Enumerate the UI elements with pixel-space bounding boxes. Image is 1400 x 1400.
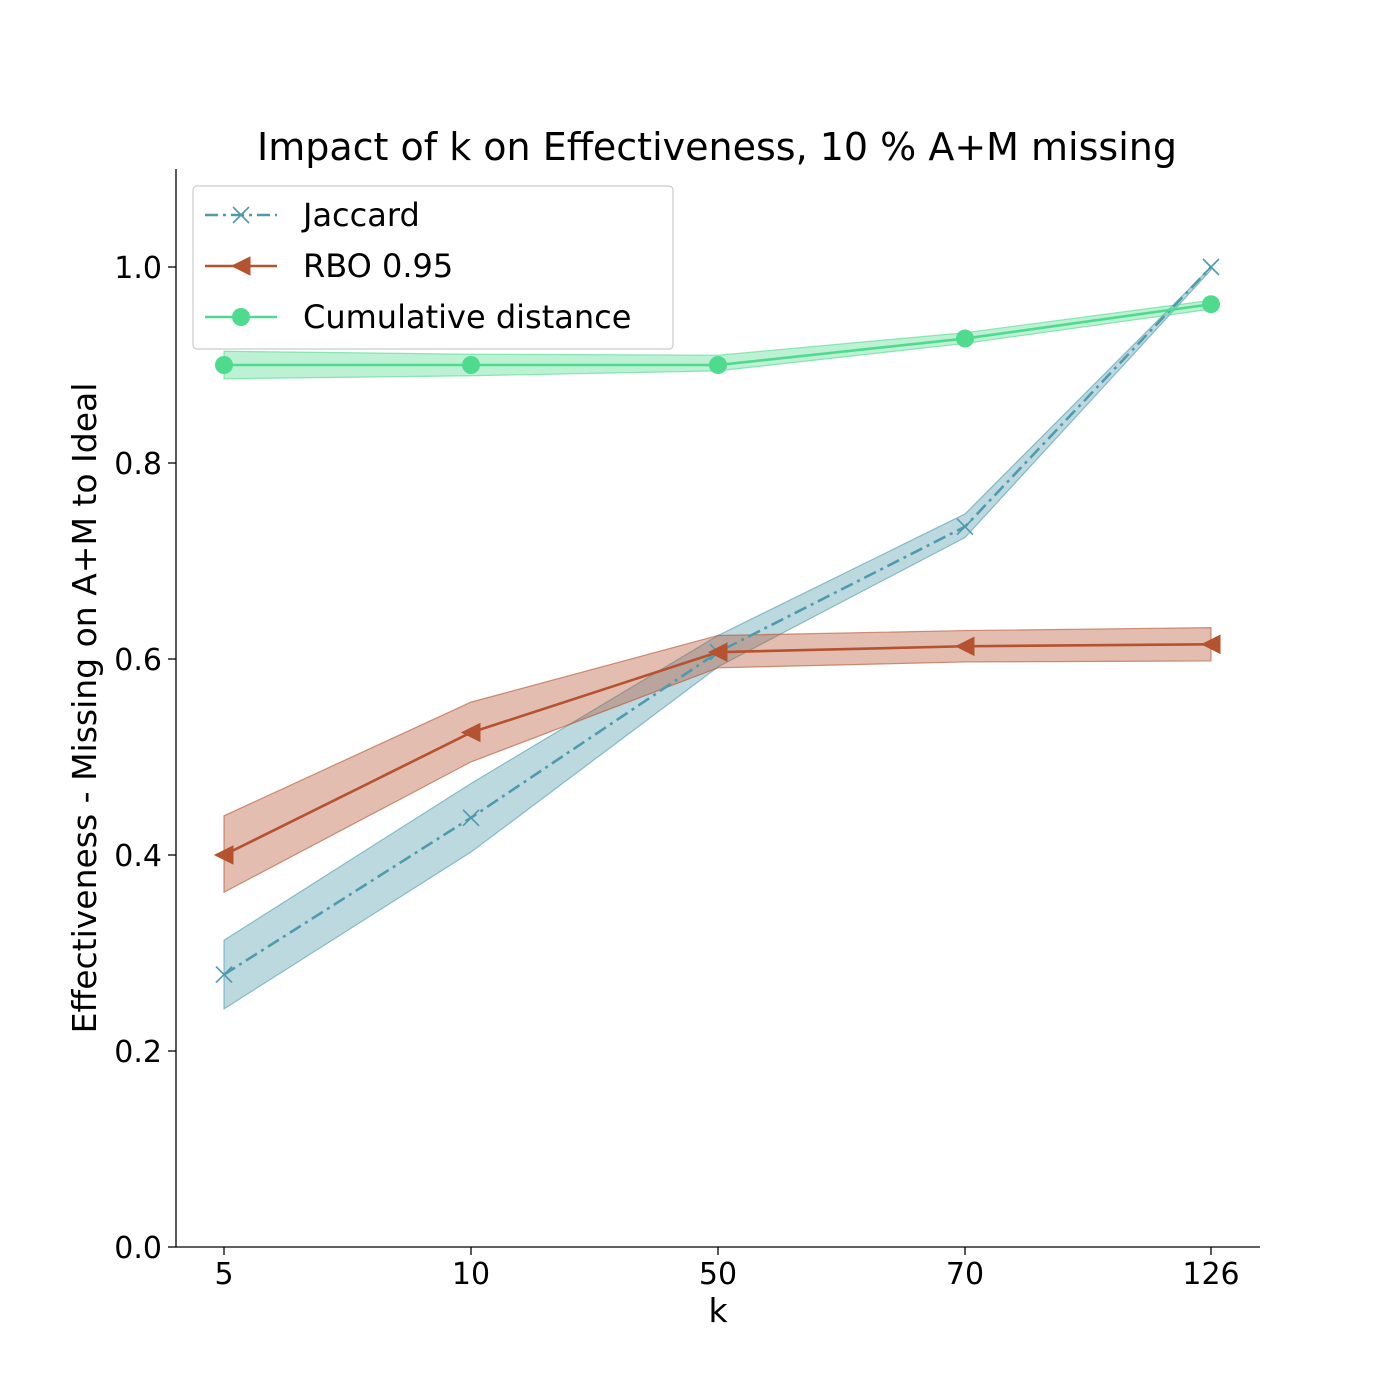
cumulative-distance-point bbox=[215, 356, 233, 374]
legend-marker-cumulative-distance bbox=[232, 308, 250, 326]
y-tick-label: 0.0 bbox=[114, 1231, 162, 1266]
y-ticks: 0.0 0.2 0.4 0.6 0.8 1.0 bbox=[114, 251, 176, 1266]
cumulative-distance-point bbox=[709, 356, 727, 374]
jaccard-point bbox=[215, 965, 233, 984]
legend-marker-rbo-0-95 bbox=[230, 256, 251, 276]
rbo-0-95-point bbox=[460, 722, 481, 743]
cumulative-distance-point bbox=[462, 356, 480, 374]
y-tick-label: 0.4 bbox=[114, 839, 162, 874]
y-tick-label: 0.8 bbox=[114, 447, 162, 482]
legend-label-jaccard: Jaccard bbox=[301, 196, 420, 234]
cumulative-distance-point bbox=[956, 329, 974, 348]
cumulative-distance-point bbox=[1202, 295, 1220, 314]
x-ticks: 5 10 50 70 126 bbox=[214, 1247, 1240, 1292]
rbo-0-95-point bbox=[954, 636, 975, 657]
jaccard-point bbox=[462, 809, 480, 827]
x-axis-label: k bbox=[708, 1291, 728, 1330]
rbo-0-95-band bbox=[223, 627, 1212, 894]
x-tick-label: 50 bbox=[699, 1257, 737, 1292]
jaccard-point bbox=[956, 518, 974, 536]
y-tick-label: 1.0 bbox=[114, 251, 162, 286]
legend: Jaccard RBO 0.95 Cumulative distance bbox=[192, 185, 674, 350]
series-markers bbox=[213, 258, 1221, 984]
y-tick-label: 0.2 bbox=[114, 1035, 162, 1070]
x-tick-label: 70 bbox=[946, 1257, 984, 1292]
y-axis-label: Effectiveness - Missing on A+M to Ideal bbox=[65, 383, 104, 1034]
rbo-0-95-point bbox=[1200, 634, 1221, 655]
legend-label-rbo-0-95: RBO 0.95 bbox=[303, 247, 453, 285]
jaccard-band bbox=[223, 265, 1212, 1010]
x-tick-label: 5 bbox=[214, 1257, 233, 1292]
legend-marker-jaccard bbox=[232, 206, 250, 224]
x-tick-label: 10 bbox=[452, 1257, 490, 1292]
chart-title: Impact of k on Effectiveness, 10 % A+M m… bbox=[257, 125, 1177, 169]
legend-box bbox=[192, 185, 674, 350]
rbo-0-95-point bbox=[213, 845, 234, 865]
jaccard-point bbox=[1202, 258, 1220, 276]
legend-label-cumulative-distance: Cumulative distance bbox=[303, 298, 631, 336]
confidence-bands bbox=[223, 265, 1212, 1010]
rbo-0-95-point bbox=[707, 642, 728, 662]
y-tick-label: 0.6 bbox=[114, 643, 162, 678]
x-tick-label: 126 bbox=[1182, 1257, 1239, 1292]
